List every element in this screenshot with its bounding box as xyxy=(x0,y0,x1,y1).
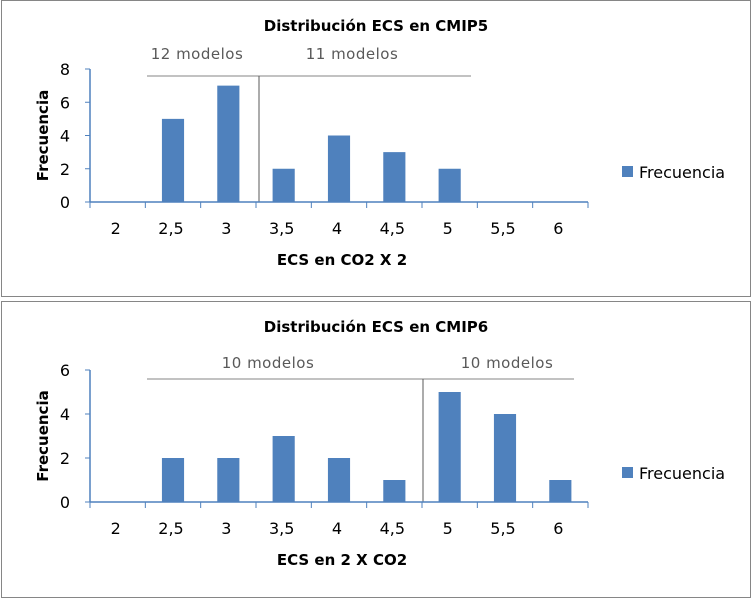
legend-swatch xyxy=(622,166,633,177)
bar xyxy=(327,135,351,202)
x-tick-label: 3,5 xyxy=(269,219,294,238)
y-tick-label: 6 xyxy=(60,361,70,380)
chart-title: Distribución ECS en CMIP5 xyxy=(264,17,488,35)
x-tick-label: 6 xyxy=(553,519,563,538)
chart-cmip6-svg: Distribución ECS en CMIP6 10 modelos 10 mo… xyxy=(34,318,725,569)
bar xyxy=(383,480,406,502)
y-tick-label: 6 xyxy=(60,93,70,112)
chart-title: Distribución ECS en CMIP6 xyxy=(264,318,488,336)
bar xyxy=(272,436,295,502)
bar xyxy=(549,480,572,502)
chart-cmip5: Distribución ECS en CMIP5 12 modelos 11 mo… xyxy=(1,0,751,297)
bar xyxy=(438,168,461,202)
y-tick-label: 2 xyxy=(60,449,70,468)
x-tick-label: 3,5 xyxy=(269,519,294,538)
bar xyxy=(161,118,185,202)
x-tick-label: 4 xyxy=(332,519,342,538)
y-tick-label: 0 xyxy=(60,493,70,512)
chart-cmip6: Distribución ECS en CMIP6 10 modelos 10 mo… xyxy=(1,301,751,598)
bar xyxy=(493,414,517,502)
y-tick-label: 4 xyxy=(60,405,70,424)
x-tick-label: 3 xyxy=(221,219,231,238)
x-tick-label: 2 xyxy=(111,519,121,538)
x-axis-title: ECS en 2 X CO2 xyxy=(277,551,407,569)
y-tick-label: 8 xyxy=(60,60,70,79)
annotation-label: 11 modelos xyxy=(306,45,399,63)
x-tick-label: 5 xyxy=(443,219,453,238)
y-tick-label: 4 xyxy=(60,127,70,146)
annotation-label: 10 modelos xyxy=(461,354,554,372)
y-axis-title: Frecuencia xyxy=(34,90,52,181)
y-tick-label: 2 xyxy=(60,160,70,179)
x-tick-label: 2 xyxy=(111,219,121,238)
x-tick-label: 4,5 xyxy=(380,219,405,238)
annotation-label: 10 modelos xyxy=(222,354,315,372)
bar xyxy=(217,458,240,502)
x-axis-title: ECS en CO2 X 2 xyxy=(277,251,407,269)
bar xyxy=(272,168,295,202)
x-tick-label: 2,5 xyxy=(158,219,183,238)
y-tick-label: 0 xyxy=(60,193,70,212)
x-tick-label: 5,5 xyxy=(490,519,515,538)
x-tick-label: 5,5 xyxy=(490,219,515,238)
annotation-label: 12 modelos xyxy=(151,45,244,63)
legend-label: Frecuencia xyxy=(639,163,725,182)
bar xyxy=(383,152,406,202)
x-tick-label: 4 xyxy=(332,219,342,238)
x-tick-label: 6 xyxy=(553,219,563,238)
chart-cmip5-svg: Distribución ECS en CMIP5 12 modelos 11 mo… xyxy=(34,17,725,269)
legend-label: Frecuencia xyxy=(639,464,725,483)
x-tick-label: 5 xyxy=(443,519,453,538)
bar xyxy=(161,458,185,502)
bar xyxy=(217,85,240,202)
bar xyxy=(438,392,461,502)
x-tick-label: 2,5 xyxy=(158,519,183,538)
x-tick-label: 4,5 xyxy=(380,519,405,538)
x-tick-label: 3 xyxy=(221,519,231,538)
legend-swatch xyxy=(622,467,633,478)
y-axis-title: Frecuencia xyxy=(34,390,52,481)
bar xyxy=(327,458,351,502)
